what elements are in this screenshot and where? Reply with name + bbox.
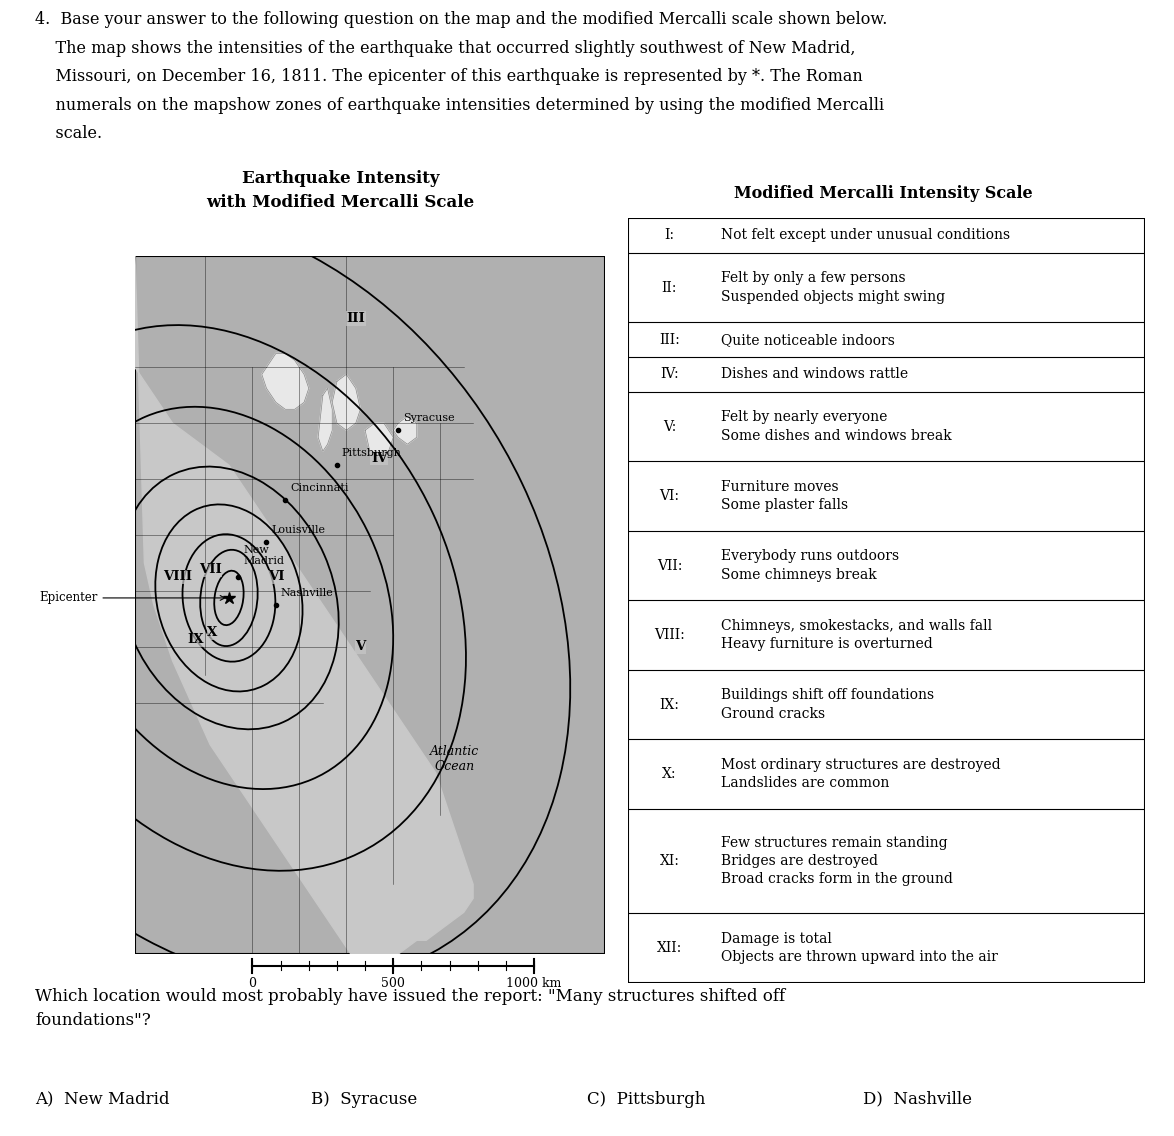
Text: I:: I: [664,228,674,242]
Text: Earthquake Intensity
with Modified Mercalli Scale: Earthquake Intensity with Modified Merca… [207,170,474,211]
Text: VII: VII [198,563,222,576]
Text: Chimneys, smokestacks, and walls fall
Heavy furniture is overturned: Chimneys, smokestacks, and walls fall He… [721,619,992,651]
Text: A)  New Madrid: A) New Madrid [35,1091,170,1108]
Text: 1000 km: 1000 km [506,977,562,989]
Text: Felt by only a few persons
Suspended objects might swing: Felt by only a few persons Suspended obj… [721,272,945,303]
Polygon shape [365,424,393,458]
Text: IX:: IX: [660,698,680,711]
Text: 4.  Base your answer to the following question on the map and the modified Merca: 4. Base your answer to the following que… [35,11,888,28]
Text: VI:: VI: [660,490,680,503]
Text: numerals on the mapshow zones of earthquake intensities determined by using the : numerals on the mapshow zones of earthqu… [35,97,884,114]
Text: XI:: XI: [660,854,680,868]
Text: Quite noticeable indoors: Quite noticeable indoors [721,333,895,346]
Text: Atlantic
Ocean: Atlantic Ocean [430,744,479,772]
Text: V:: V: [663,419,676,434]
Text: Pittsburgh: Pittsburgh [342,449,402,458]
Text: scale.: scale. [35,125,102,142]
Text: B)  Syracuse: B) Syracuse [311,1091,418,1108]
Text: Epicenter: Epicenter [39,592,225,604]
Text: Modified Mercalli Intensity Scale: Modified Mercalli Intensity Scale [734,185,1033,201]
Text: VII:: VII: [656,559,682,573]
Text: Which location would most probably have issued the report: "Many structures shif: Which location would most probably have … [35,988,785,1029]
Text: C)  Pittsburgh: C) Pittsburgh [587,1091,706,1108]
Text: III: III [346,312,365,325]
Text: III:: III: [659,333,680,346]
Text: V: V [356,641,365,653]
Text: Buildings shift off foundations
Ground cracks: Buildings shift off foundations Ground c… [721,688,935,721]
Text: Nashville: Nashville [281,588,333,598]
Text: Dishes and windows rattle: Dishes and windows rattle [721,367,909,382]
Text: Everybody runs outdoors
Some chimneys break: Everybody runs outdoors Some chimneys br… [721,550,899,582]
Text: 0: 0 [249,977,256,989]
Text: New
Madrid: New Madrid [243,545,284,567]
Text: Syracuse: Syracuse [403,414,454,424]
Polygon shape [135,256,473,954]
Polygon shape [393,416,417,444]
Text: D)  Nashville: D) Nashville [863,1091,972,1108]
Polygon shape [262,353,309,409]
Text: Felt by nearly everyone
Some dishes and windows break: Felt by nearly everyone Some dishes and … [721,410,952,443]
Text: Cincinnati: Cincinnati [290,483,349,493]
Text: X:: X: [662,767,676,782]
Text: XII:: XII: [656,941,682,955]
Text: IV:: IV: [660,367,679,382]
Text: X: X [208,626,217,640]
Text: IV: IV [371,452,387,465]
Text: Most ordinary structures are destroyed
Landslides are common: Most ordinary structures are destroyed L… [721,758,1000,791]
Text: Few structures remain standing
Bridges are destroyed
Broad cracks form in the gr: Few structures remain standing Bridges a… [721,836,953,886]
Text: Damage is total
Objects are thrown upward into the air: Damage is total Objects are thrown upwar… [721,932,998,964]
Text: II:: II: [662,281,677,294]
Polygon shape [318,389,332,451]
Text: VIII: VIII [163,570,191,584]
Text: VIII:: VIII: [654,628,684,642]
Text: IX: IX [188,634,204,646]
Text: Furniture moves
Some plaster falls: Furniture moves Some plaster falls [721,479,848,512]
Text: Not felt except under unusual conditions: Not felt except under unusual conditions [721,228,1010,242]
Text: Missouri, on December 16, 1811. The epicenter of this earthquake is represented : Missouri, on December 16, 1811. The epic… [35,68,863,85]
Text: VI: VI [268,570,284,584]
Polygon shape [332,375,360,431]
Text: 500: 500 [382,977,405,989]
Text: The map shows the intensities of the earthquake that occurred slightly southwest: The map shows the intensities of the ear… [35,40,856,57]
Text: Louisville: Louisville [271,525,325,535]
